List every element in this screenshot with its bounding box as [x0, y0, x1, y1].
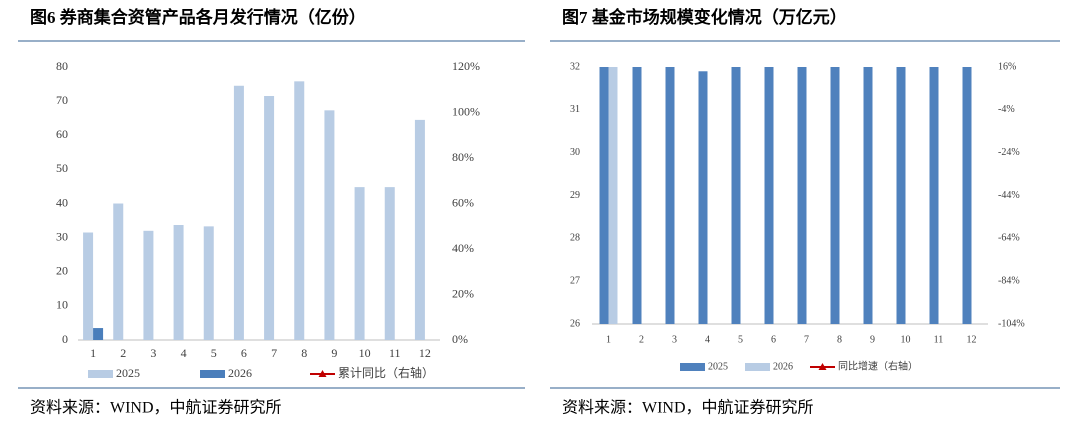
tick-label: 120% [452, 59, 480, 73]
x-tick-label: 10 [901, 334, 911, 345]
x-tick-label: 5 [211, 346, 217, 360]
tick-label: -44% [998, 190, 1020, 201]
legend-label: 2026 [773, 361, 793, 372]
x-tick-label: 2 [120, 346, 126, 360]
tick-label: -4% [998, 104, 1015, 115]
tick-label: 0 [62, 332, 68, 346]
x-tick-label: 11 [389, 346, 401, 360]
tick-label: 20% [452, 286, 474, 300]
x-tick-label: 1 [606, 334, 611, 345]
tick-label: -24% [998, 147, 1020, 158]
tick-label: 30 [56, 229, 68, 243]
x-tick-label: 8 [837, 334, 842, 345]
bar [173, 224, 184, 340]
bar [731, 67, 741, 324]
tick-label: 10 [56, 298, 68, 312]
bar [384, 187, 395, 340]
tick-label: -64% [998, 233, 1020, 244]
tick-label: 30 [570, 147, 580, 158]
bar [830, 67, 840, 324]
x-tick-label: 8 [301, 346, 307, 360]
tick-label: 100% [452, 104, 480, 118]
tick-label: 31 [570, 104, 580, 115]
tick-label: 16% [998, 61, 1016, 72]
bar [632, 67, 642, 324]
bar [93, 328, 104, 340]
legend-marker [818, 363, 827, 370]
x-tick-label: 5 [738, 334, 743, 345]
bar [608, 67, 618, 324]
bar [599, 67, 609, 324]
legend-label: 2025 [708, 361, 728, 372]
x-tick-label: 7 [804, 334, 809, 345]
tick-label: 29 [570, 190, 580, 201]
x-tick-label: 2 [639, 334, 644, 345]
source: 资料来源：WIND，中航证券研究所 [562, 399, 814, 417]
bar [233, 85, 244, 340]
tick-label: 26 [570, 318, 580, 329]
x-tick-label: 4 [705, 334, 710, 345]
bar [764, 67, 774, 324]
bar [354, 187, 365, 340]
x-tick-label: 6 [771, 334, 776, 345]
bar [414, 119, 425, 340]
legend-swatch [745, 363, 770, 371]
legend-swatch [88, 370, 113, 378]
tick-label: -84% [998, 275, 1020, 286]
x-tick-label: 4 [181, 346, 187, 360]
bar [203, 226, 214, 340]
bar [797, 67, 807, 324]
x-tick-label: 1 [90, 346, 96, 360]
x-tick-label: 6 [241, 346, 247, 360]
legend-marker [318, 370, 327, 377]
x-tick-label: 11 [934, 334, 944, 345]
tick-label: 40 [56, 195, 68, 209]
legend-swatch [680, 363, 705, 371]
bar [113, 203, 124, 340]
x-tick-label: 10 [359, 346, 371, 360]
legend-label: 累计同比（右轴） [338, 365, 434, 380]
tick-label: 70 [56, 93, 68, 107]
tick-label: 0% [452, 332, 468, 346]
x-tick-label: 3 [672, 334, 677, 345]
bar [264, 96, 275, 340]
bar [83, 232, 94, 340]
x-tick-label: 9 [870, 334, 875, 345]
tick-label: 80% [452, 150, 474, 164]
bar [962, 67, 972, 324]
x-tick-label: 3 [150, 346, 156, 360]
tick-label: 50 [56, 161, 68, 175]
tick-label: 80 [56, 59, 68, 73]
x-tick-label: 12 [967, 334, 977, 345]
tick-label: 60 [56, 127, 68, 141]
bar [863, 67, 873, 324]
x-tick-label: 12 [419, 346, 431, 360]
legend-swatch [200, 370, 225, 378]
bar [294, 81, 305, 341]
tick-label: 27 [570, 275, 580, 286]
bar [698, 71, 708, 325]
legend-label: 同比增速（右轴） [838, 359, 918, 372]
bar [324, 110, 335, 341]
chart-title: 图6 券商集合资管产品各月发行情况（亿份） [30, 7, 366, 27]
legend-label: 2025 [116, 366, 140, 380]
bar [896, 67, 906, 324]
x-tick-label: 9 [331, 346, 337, 360]
tick-label: 32 [570, 61, 580, 72]
bar [143, 230, 154, 340]
bar [929, 67, 939, 324]
tick-label: 28 [570, 233, 580, 244]
source: 资料来源：WIND，中航证券研究所 [30, 399, 282, 417]
tick-label: -104% [998, 318, 1025, 329]
tick-label: 60% [452, 195, 474, 209]
bar [665, 67, 675, 324]
tick-label: 20 [56, 264, 68, 278]
tick-label: 40% [452, 241, 474, 255]
chart-title: 图7 基金市场规模变化情况（万亿元） [562, 7, 847, 27]
x-tick-label: 7 [271, 346, 277, 360]
legend-label: 2026 [228, 366, 252, 380]
